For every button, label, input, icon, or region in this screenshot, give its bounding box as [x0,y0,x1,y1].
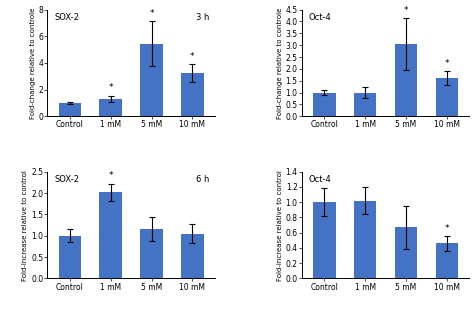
Bar [181,234,203,278]
Bar [395,44,417,116]
Bar [436,78,458,116]
Bar [313,92,336,116]
Text: *: * [149,9,154,18]
Bar [59,236,81,278]
Text: *: * [109,84,113,92]
Text: *: * [445,59,449,68]
Y-axis label: Fold-change relative to controle: Fold-change relative to controle [277,7,283,119]
Y-axis label: Fold-change relative to controle: Fold-change relative to controle [29,7,36,119]
Bar [181,73,203,116]
Text: 6 h: 6 h [196,175,210,184]
Text: SOX-2: SOX-2 [54,13,79,22]
Text: SOX-2: SOX-2 [54,175,79,184]
Bar [140,229,163,278]
Text: *: * [445,224,449,233]
Bar [100,99,122,116]
Y-axis label: Fold-increase relative to control: Fold-increase relative to control [277,170,283,281]
Bar [59,103,81,116]
Bar [140,44,163,116]
Bar [395,227,417,278]
Y-axis label: Fold-increase relative to control: Fold-increase relative to control [22,170,28,281]
Text: *: * [190,52,195,61]
Bar [100,192,122,278]
Bar [354,201,376,278]
Bar [436,243,458,278]
Text: Oct-4: Oct-4 [309,175,331,184]
Text: *: * [404,6,408,15]
Text: *: * [109,172,113,180]
Text: 3 h: 3 h [196,13,210,22]
Bar [313,202,336,278]
Text: Oct-4: Oct-4 [309,13,331,22]
Bar [354,92,376,116]
